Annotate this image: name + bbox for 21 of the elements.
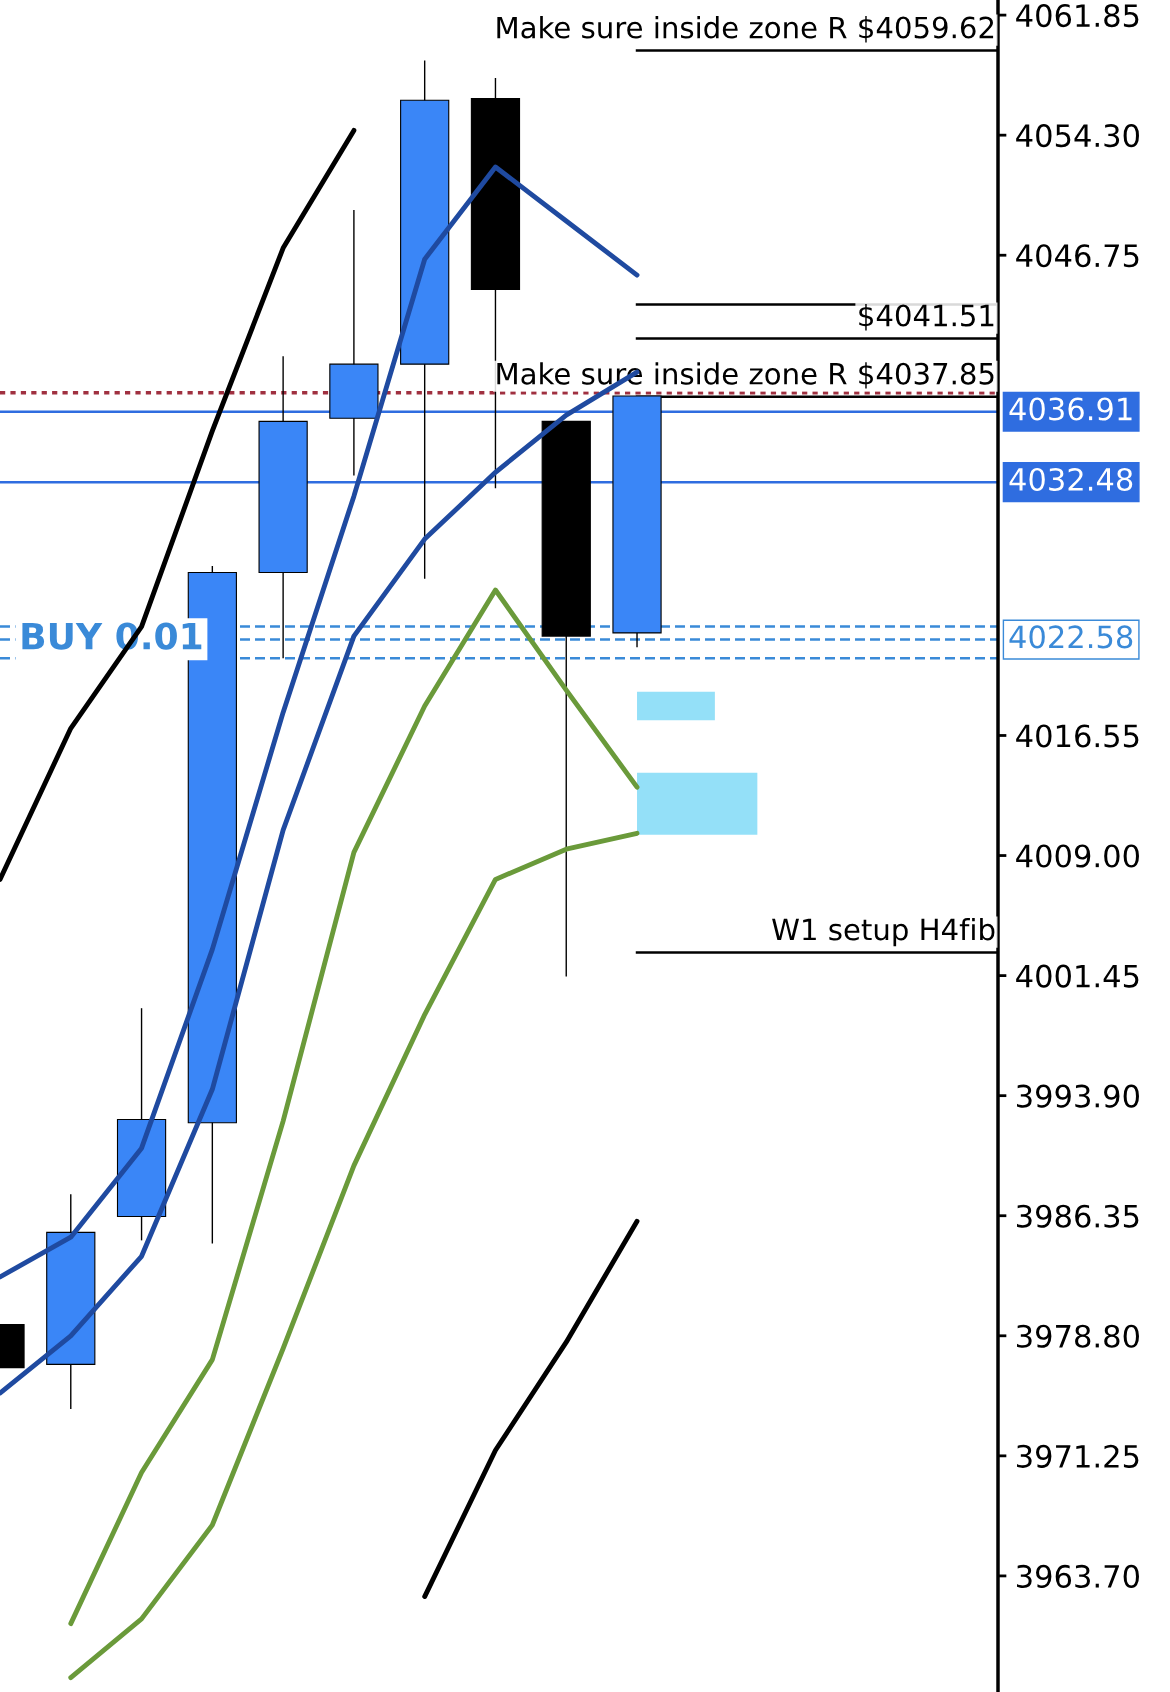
y-tick-label: 3963.70 [1017, 1564, 1139, 1588]
ref-line-label: 4022.58 [1009, 625, 1133, 649]
y-tick-label: 4009.00 [1016, 844, 1139, 868]
y-tick-label: 3971.25 [1017, 1444, 1139, 1468]
ref-line-label: $4041.51 [859, 303, 994, 331]
y-tick-label: 4016.55 [1016, 724, 1139, 748]
line-series [0, 127, 357, 882]
line-series [68, 830, 640, 1681]
ref-line-label: 4036.91 [1009, 397, 1132, 421]
y-tick-label: 3993.90 [1017, 1084, 1139, 1108]
y-tick-label: 4061.85 [1016, 4, 1139, 28]
y-tick-label: 4001.45 [1016, 964, 1139, 988]
ref-line-label: 4032.48 [1009, 467, 1133, 492]
y-tick-label: 4054.30 [1016, 124, 1139, 148]
ref-line-label: Make sure inside zone R $4059.62 [497, 15, 994, 43]
y-tick-label: 3978.80 [1017, 1324, 1139, 1348]
line-series [0, 164, 640, 1280]
y-tick-label: 3986.35 [1017, 1204, 1139, 1228]
line-series [422, 1218, 640, 1600]
ref-line-label: W1 setup H4fib [772, 917, 995, 947]
y-tick-label: 4046.75 [1016, 244, 1139, 268]
